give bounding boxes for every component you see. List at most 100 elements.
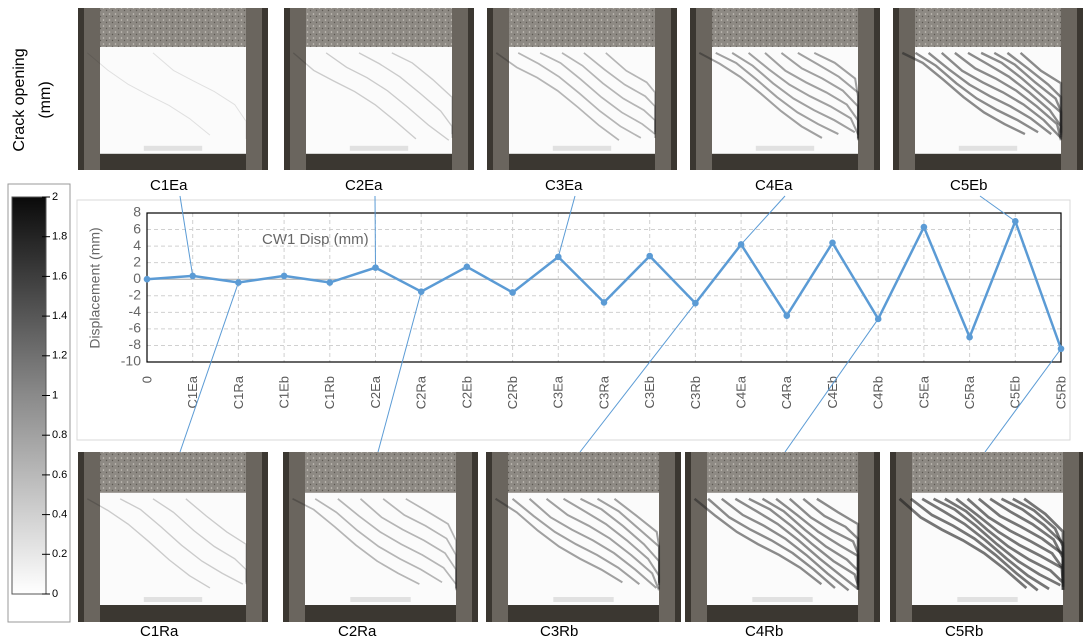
- crack-photo: [487, 8, 677, 170]
- photo-concrete: [693, 452, 872, 500]
- y-tick-label: -6: [129, 320, 142, 336]
- crack-photo: [78, 452, 268, 622]
- colorbar-tick-label: 1.6: [52, 270, 67, 282]
- y-tick-label: -2: [129, 286, 142, 302]
- x-tick-label: C1Rb: [322, 376, 337, 409]
- photo-label: C3Ea: [545, 177, 583, 194]
- colorbar-tick-label: 0: [52, 588, 58, 600]
- photo-column: [492, 452, 508, 622]
- photo-panel: [305, 493, 456, 605]
- photo-column: [246, 8, 262, 170]
- photo-base: [752, 597, 812, 602]
- photo-label: C1Ra: [140, 623, 179, 640]
- x-tick-label: 0: [139, 376, 154, 383]
- photo-label: C5Rb: [945, 623, 983, 640]
- y-axis-label: Displacement (mm): [87, 227, 103, 348]
- colorbar-tick-label: 1: [52, 389, 58, 401]
- x-tick-label: C2Ea: [368, 375, 383, 408]
- data-point: [372, 264, 379, 271]
- photo-column: [84, 8, 100, 170]
- data-point: [509, 289, 516, 296]
- crack-photo: [284, 8, 474, 170]
- data-point: [601, 299, 608, 306]
- photo-label: C2Ea: [345, 177, 383, 194]
- photo-label: C3Rb: [540, 623, 578, 640]
- photo-concrete: [898, 452, 1077, 500]
- photo-column: [1061, 8, 1077, 170]
- data-point: [1012, 218, 1019, 225]
- y-tick-label: 0: [133, 270, 141, 286]
- crack-photo: [893, 8, 1083, 170]
- photo-concrete: [494, 452, 673, 500]
- data-point: [464, 264, 471, 271]
- colorbar-label: Crack opening: [11, 48, 28, 151]
- crack-photo: [486, 452, 681, 622]
- x-tick-label: C3Ra: [596, 375, 611, 409]
- crack-photo: [690, 8, 880, 170]
- photo-column: [290, 8, 306, 170]
- leader-line: [375, 196, 376, 268]
- y-tick-label: 8: [133, 204, 141, 220]
- data-point: [646, 253, 653, 260]
- data-point: [555, 254, 562, 261]
- photo-column: [1063, 452, 1079, 622]
- colorbar-tick-label: 0.6: [52, 469, 67, 481]
- photo-base: [553, 146, 611, 151]
- chart-title: CW1 Disp (mm): [262, 231, 369, 248]
- crack-photo: [78, 8, 268, 170]
- photo-column: [858, 452, 874, 622]
- data-point: [738, 241, 745, 248]
- photo-label: C5Eb: [950, 177, 988, 194]
- colorbar-tick-label: 0.8: [52, 429, 67, 441]
- photo-base: [350, 146, 408, 151]
- photo-concrete: [291, 452, 470, 500]
- y-tick-label: -10: [121, 353, 141, 369]
- photo-base: [957, 597, 1017, 602]
- photo-column: [858, 8, 874, 170]
- photo-concrete: [901, 8, 1075, 53]
- photo-base: [756, 146, 814, 151]
- y-tick-label: 2: [133, 253, 141, 269]
- x-tick-label: C3Rb: [688, 376, 703, 409]
- photo-column: [655, 8, 671, 170]
- photo-column: [659, 452, 675, 622]
- data-point: [921, 224, 928, 231]
- photo-column: [691, 452, 707, 622]
- photo-column: [452, 8, 468, 170]
- colorbar-tick-label: 0.4: [52, 509, 67, 521]
- photo-base: [144, 597, 202, 602]
- x-tick-label: C2Ra: [414, 375, 429, 409]
- y-tick-label: 6: [133, 220, 141, 236]
- colorbar-tick-label: 2: [52, 191, 58, 203]
- colorbar-label: (mm): [37, 81, 54, 118]
- colorbar-tick-label: 1.2: [52, 350, 67, 362]
- photo-base: [350, 597, 410, 602]
- photo-label: C4Rb: [745, 623, 783, 640]
- photo-concrete: [86, 8, 260, 53]
- figure: CW1 Disp (mm) Displacement (mm) -10-8-6-…: [0, 0, 1083, 640]
- photo-label: C2Ra: [338, 623, 377, 640]
- colorbar-tick-label: 1.4: [52, 310, 67, 322]
- x-tick-label: C1Ra: [231, 375, 246, 409]
- x-tick-label: C2Rb: [505, 376, 520, 409]
- photo-concrete: [292, 8, 466, 53]
- data-point: [281, 273, 288, 280]
- x-tick-label: C2Eb: [459, 376, 474, 409]
- photo-column: [899, 8, 915, 170]
- y-tick-label: 4: [133, 237, 141, 253]
- x-tick-label: C1Ea: [185, 375, 200, 408]
- x-tick-label: C3Eb: [642, 376, 657, 409]
- data-point: [692, 300, 699, 307]
- data-point: [966, 334, 973, 341]
- photo-column: [896, 452, 912, 622]
- photo-column: [493, 8, 509, 170]
- x-tick-label: C3Ea: [551, 375, 566, 408]
- photo-concrete: [86, 452, 260, 500]
- x-tick-label: C5Ra: [962, 375, 977, 409]
- photo-panel: [509, 47, 655, 154]
- colorbar-tick-label: 0.2: [52, 548, 67, 560]
- data-point: [418, 288, 425, 295]
- data-point: [1058, 345, 1065, 352]
- colorbar: [12, 197, 46, 594]
- photo-column: [246, 452, 262, 622]
